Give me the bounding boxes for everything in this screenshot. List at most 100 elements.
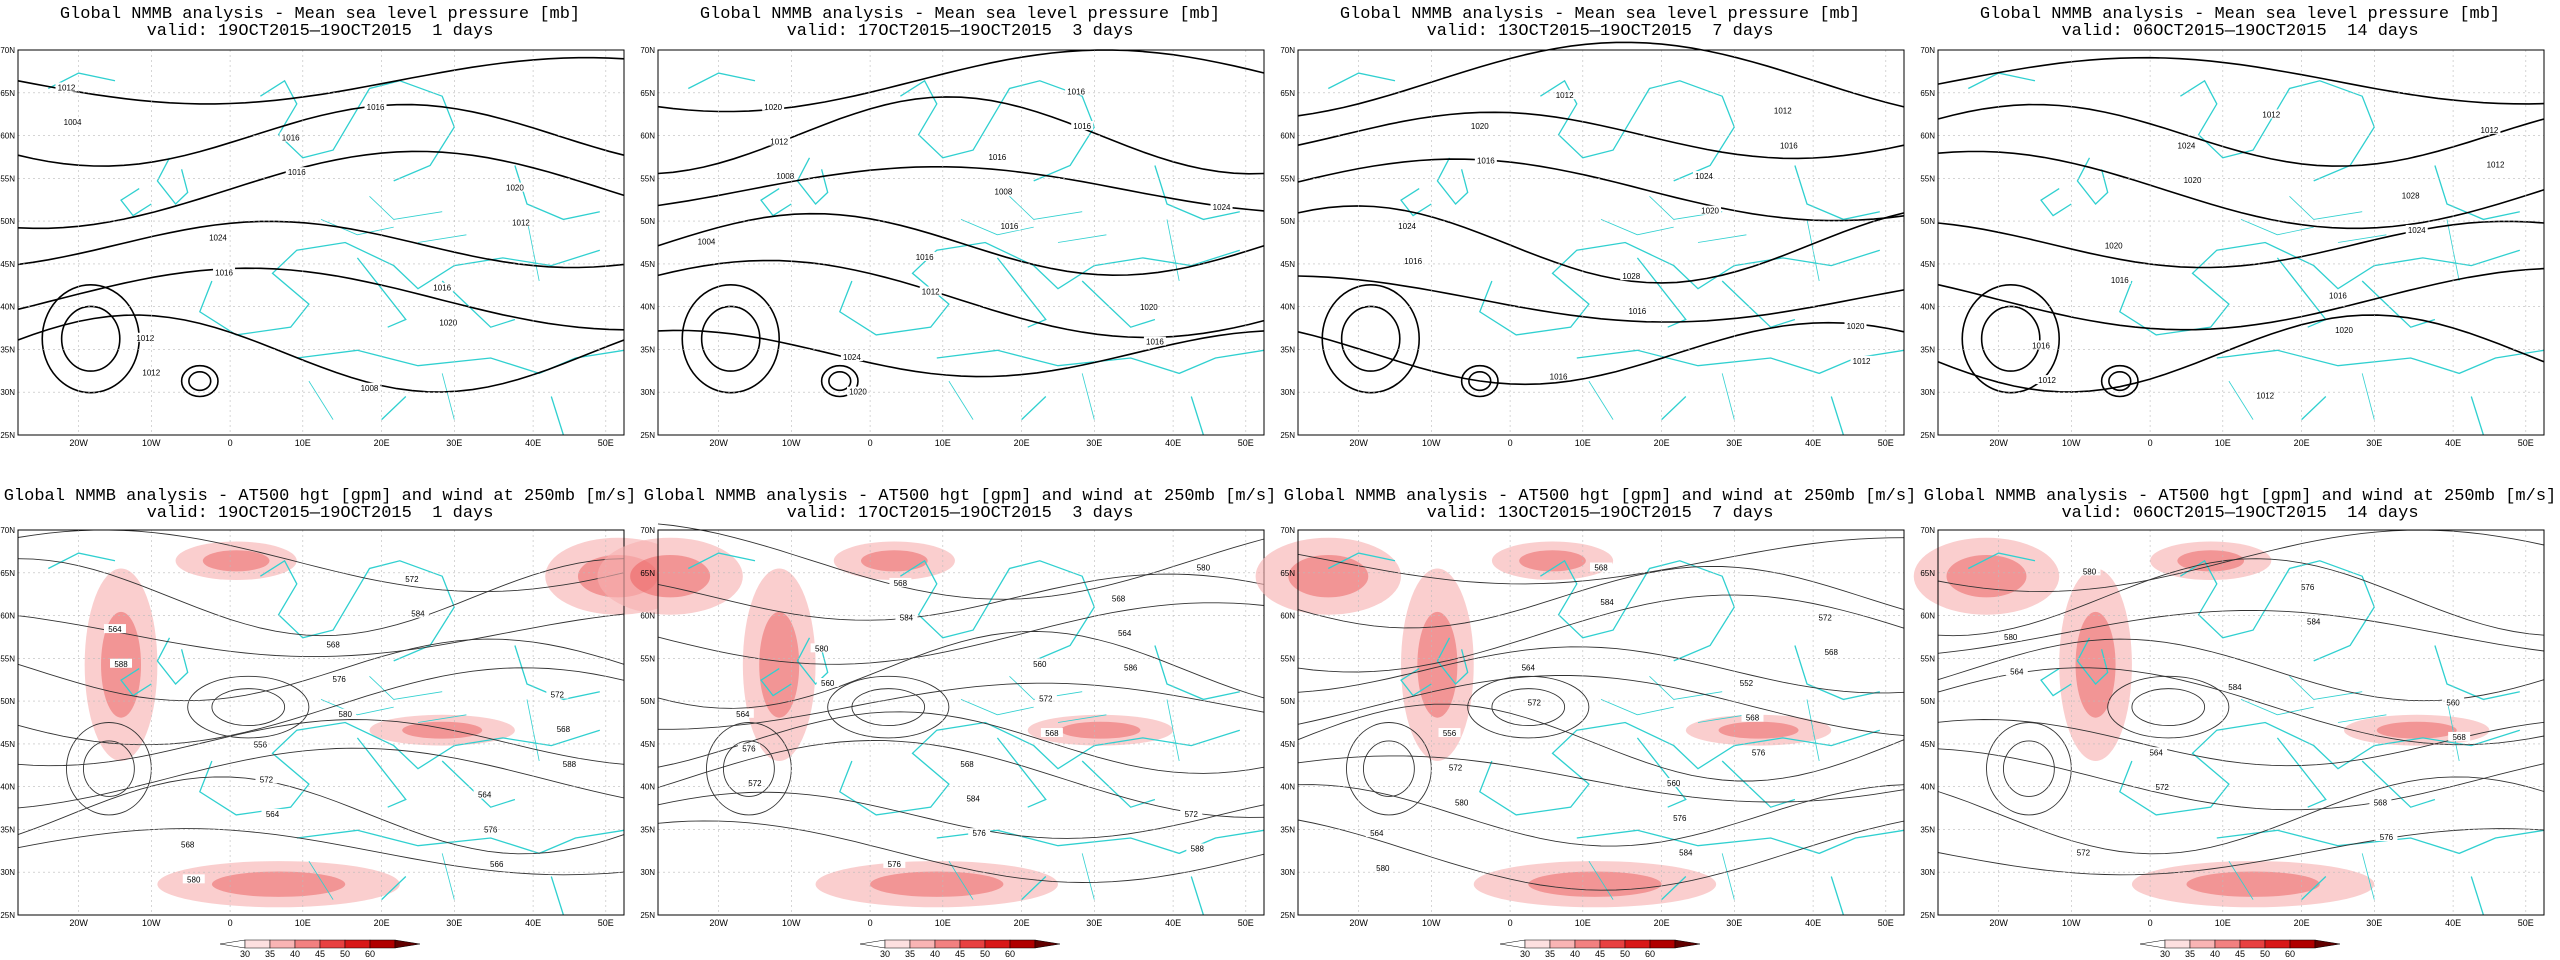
contour-line [657, 573, 1265, 621]
contour-label-bg [406, 608, 429, 618]
closed-contour [60, 305, 121, 372]
panel-valid: valid: 17OCT2015—19OCT2015 3 days [786, 504, 1134, 523]
contour-label: 576 [1752, 748, 1766, 757]
contour-label: 1024 [1695, 172, 1713, 181]
contour-label-bg [2260, 109, 2283, 119]
panel-valid: valid: 06OCT2015—19OCT2015 14 days [2061, 504, 2419, 523]
y-tick-label: 65N [1920, 569, 1935, 578]
contour-line [657, 96, 1265, 175]
x-tick-label: 30E [1086, 918, 1102, 928]
colorbar-swatch [2314, 939, 2341, 949]
contour-label: 580 [2004, 633, 2018, 642]
plot-layer: 1020 1024 1024 1028 1020 1016 1012 1016 1020 1016… [1280, 41, 1905, 448]
contour-label: 576 [333, 675, 347, 684]
y-tick-label: 60N [640, 132, 655, 141]
border-line [1081, 853, 1095, 900]
x-tick-label: 10W [1422, 438, 1441, 448]
contour-label-bg [1396, 221, 1419, 231]
contour-label: 572 [551, 691, 565, 700]
coastline [1328, 552, 1396, 570]
colorbar-label: 50 [1620, 949, 1630, 959]
contour-line [1297, 784, 1905, 847]
colorbar-label: 60 [365, 949, 375, 959]
plot-layer: 1020 1016 1024 1016 1020 1024 1016 1012 1008 1004… [640, 46, 1265, 448]
contour-label-bg [737, 743, 760, 753]
contour-label-bg [968, 828, 991, 838]
colorbar: 30 35 40 45 50 60 [859, 939, 1061, 959]
closed-contour [2131, 688, 2206, 727]
panel-valid: valid: 06OCT2015—19OCT2015 14 days [2061, 22, 2419, 41]
contour-line [657, 49, 1265, 113]
x-tick-label: 10E [935, 438, 951, 448]
contour-label: 588 [1191, 845, 1205, 854]
closed-contour [1961, 284, 2061, 394]
x-tick-label: 50E [598, 918, 614, 928]
contour-label: 586 [1124, 664, 1138, 673]
colorbar-swatch [319, 939, 346, 949]
contour-label: 1012 [2481, 126, 2499, 135]
y-tick-label: 60N [0, 612, 15, 621]
x-tick-label: 20E [374, 438, 390, 448]
x-tick-label: 40E [2445, 438, 2461, 448]
contour-label: 556 [254, 741, 268, 750]
plot-area [1938, 50, 2544, 435]
contour-label: 1020 [506, 184, 524, 193]
panel-z500-3day: Global NMMB analysis - AT500 hgt [gpm] a… [597, 480, 1280, 960]
contour-label-bg [2326, 290, 2349, 300]
contour-label: 564 [108, 625, 122, 634]
colorbar-label: 60 [1005, 949, 1015, 959]
contour-label: 580 [187, 875, 201, 884]
contour-label-bg [103, 624, 126, 634]
contour-label: 584 [1679, 848, 1693, 857]
closed-contour [1460, 364, 1499, 398]
contour-label: 1016 [1146, 338, 1164, 347]
contour-label: 572 [1528, 698, 1542, 707]
contour-label-bg [61, 117, 84, 127]
contour-label-bg [1186, 843, 1209, 853]
coastline [796, 637, 829, 685]
coastline [688, 552, 756, 570]
x-tick-label: 0 [868, 918, 873, 928]
coastline [2118, 241, 2520, 336]
y-tick-label: 55N [1280, 654, 1295, 663]
border-line [2361, 373, 2375, 420]
y-tick-label: 55N [0, 654, 15, 663]
contour-label-bg [1814, 612, 1837, 622]
panel-valid: valid: 17OCT2015—19OCT2015 3 days [786, 22, 1134, 41]
closed-contour [2100, 364, 2139, 398]
contour-label: 568 [557, 725, 571, 734]
x-tick-label: 10E [1575, 918, 1591, 928]
closed-contour [1362, 740, 1415, 797]
colorbar-label: 40 [1570, 949, 1580, 959]
border-line [417, 714, 467, 723]
x-tick-label: 50E [1238, 918, 1254, 928]
jet-core [1946, 555, 2027, 598]
contour-label: 556 [1443, 729, 1457, 738]
contour-label-bg [998, 221, 1021, 231]
border-line [369, 676, 443, 700]
contour-label-bg [1668, 812, 1691, 822]
coastline [156, 637, 189, 685]
contour-label: 1016 [916, 253, 934, 262]
x-tick-label: 40E [1805, 438, 1821, 448]
contour-label: 1016 [1780, 141, 1798, 150]
y-tick-label: 50N [0, 217, 15, 226]
contour-label: 1020 [1701, 207, 1719, 216]
y-tick-label: 30N [1920, 868, 1935, 877]
y-tick-label: 45N [1920, 260, 1935, 269]
y-tick-label: 45N [1280, 260, 1295, 269]
y-tick-label: 45N [0, 260, 15, 269]
contour-group: 1024 1028 1020 1016 1016 1012 1012 1020 1024 1016… [1937, 56, 2545, 401]
coastline [1721, 760, 1796, 808]
contour-label-bg [558, 758, 581, 768]
coastline [760, 188, 792, 217]
coastline [1661, 876, 1687, 901]
colorbar-label: 40 [290, 949, 300, 959]
contour-line [1937, 609, 2545, 654]
contour-label: 580 [1376, 864, 1390, 873]
colorbar-swatch [1599, 939, 1626, 949]
coastline [198, 241, 600, 336]
contour-label: 568 [894, 579, 908, 588]
contour-label: 1016 [988, 153, 1006, 162]
colorbar-swatch [369, 939, 396, 949]
